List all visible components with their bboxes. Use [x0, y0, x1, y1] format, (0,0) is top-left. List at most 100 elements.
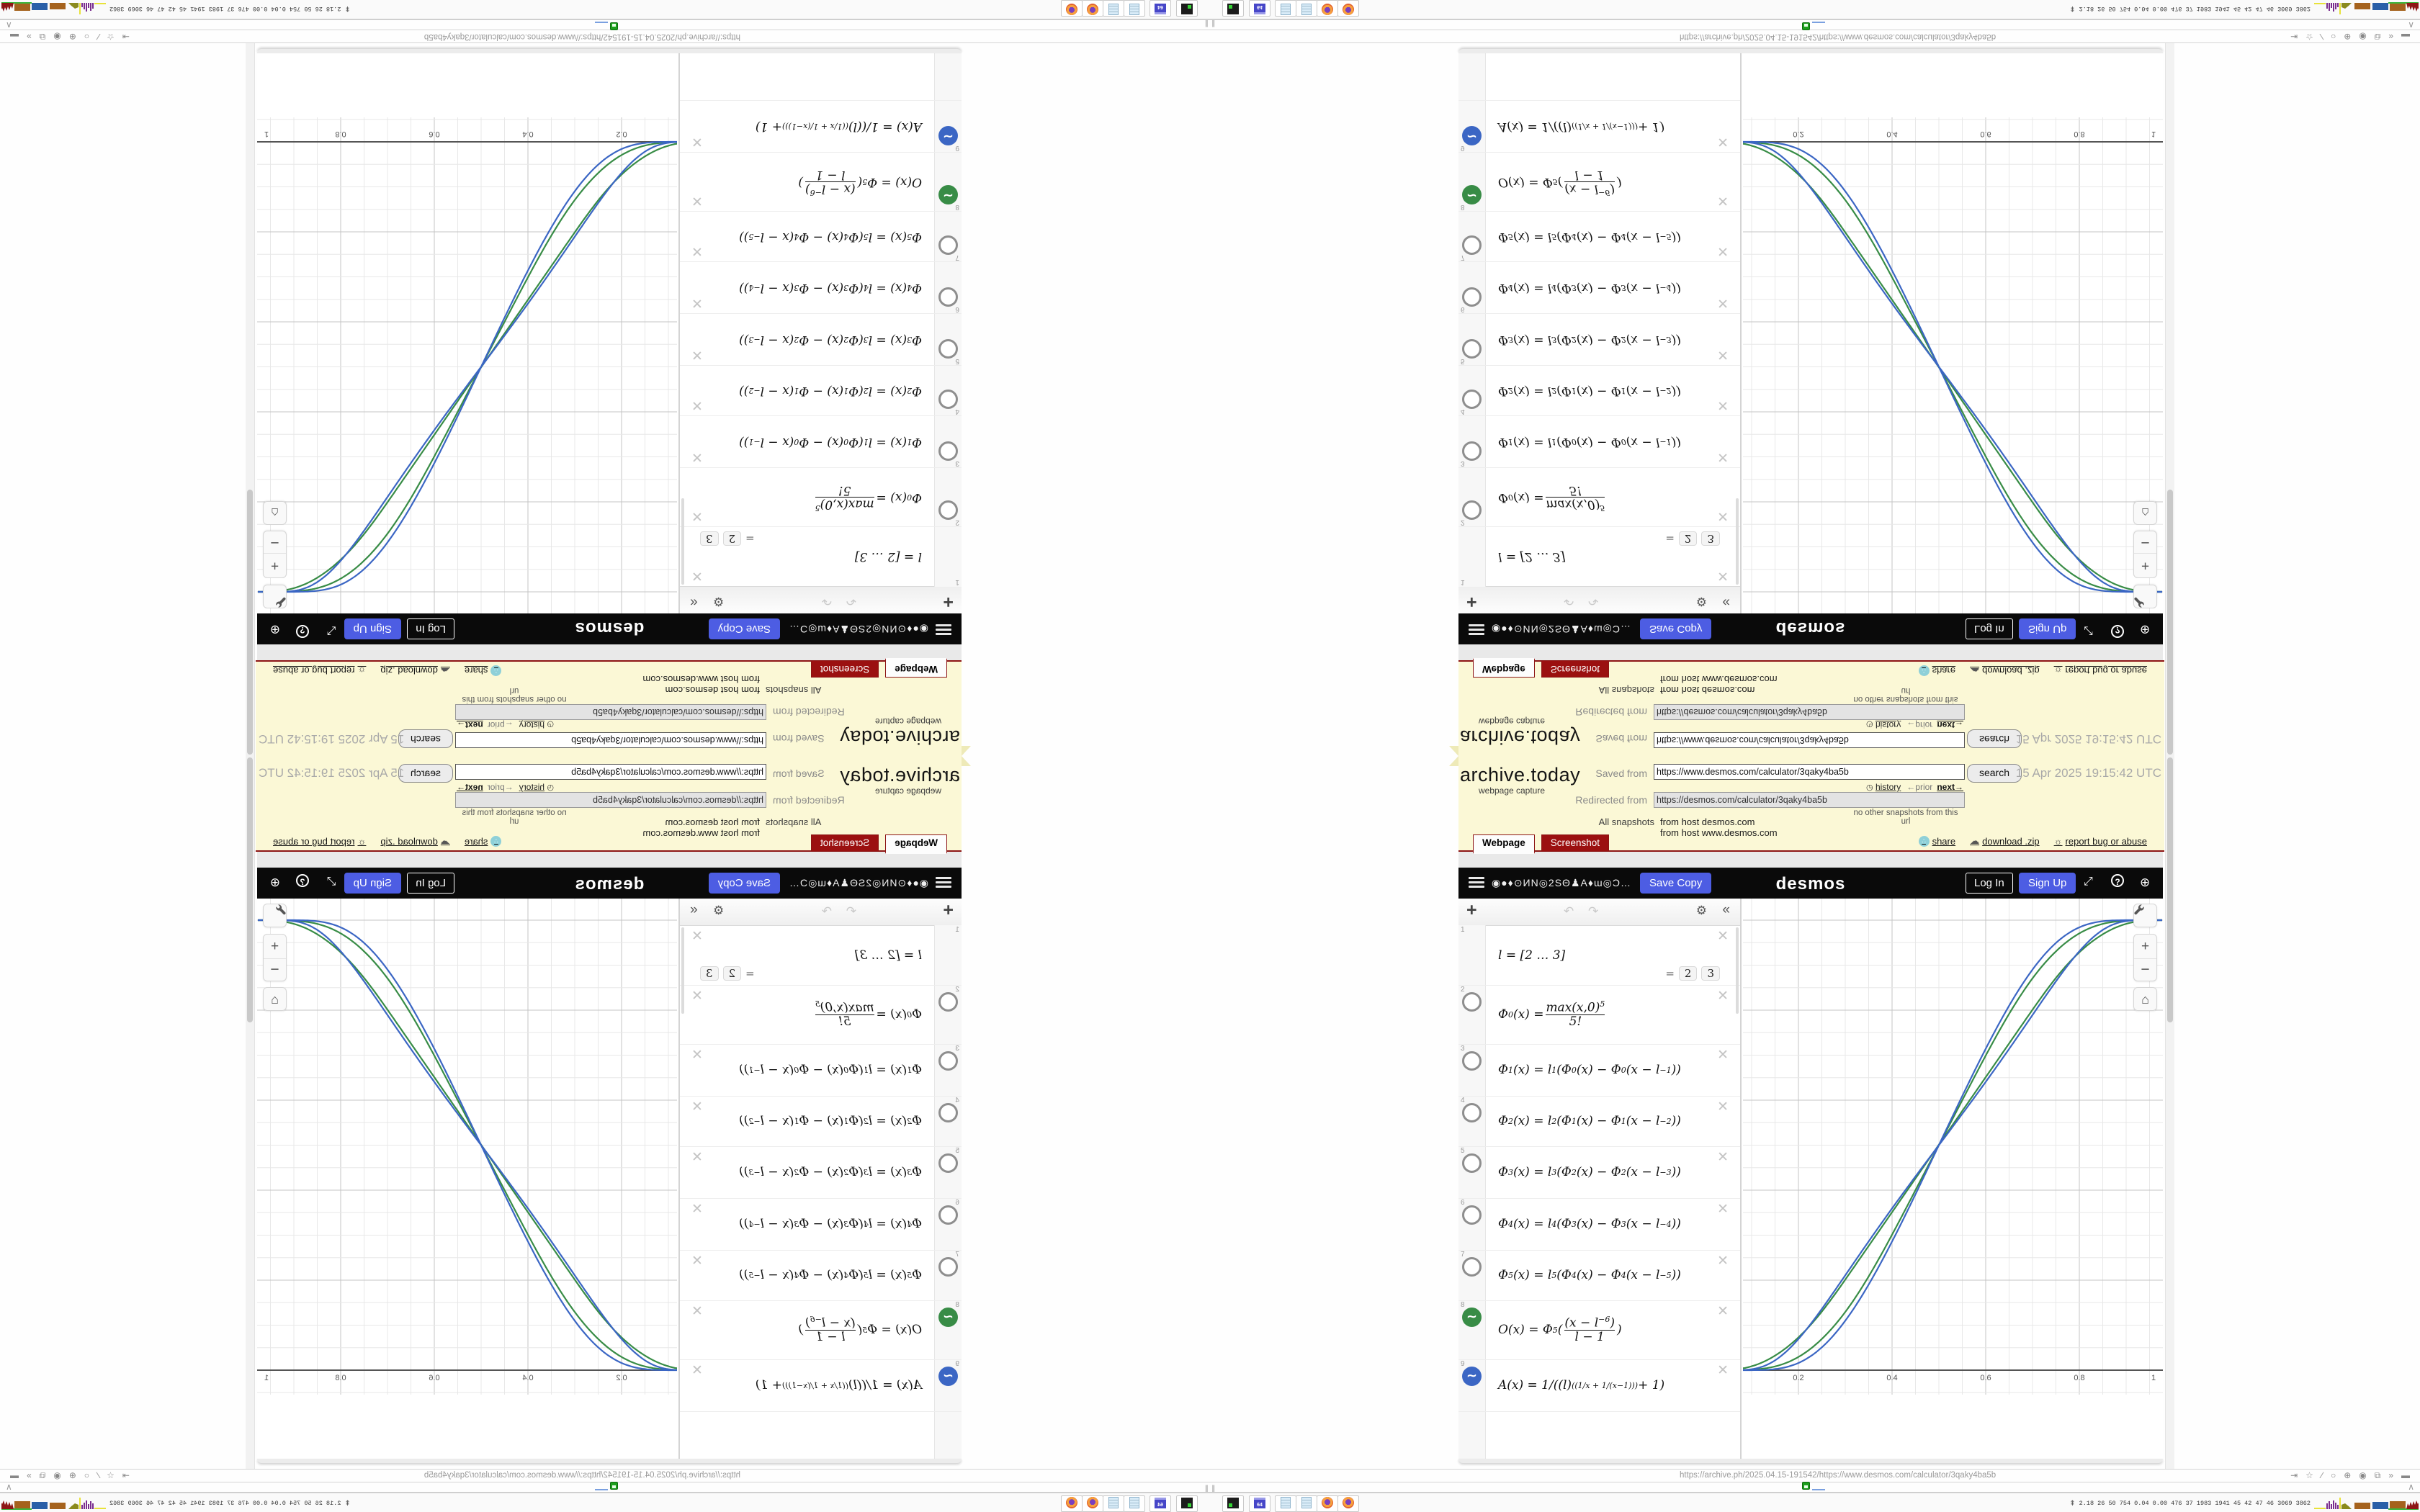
default-viewport-home-button[interactable]: ⌂ — [2133, 501, 2157, 525]
expression-row-2[interactable]: 2 Φ 0 (x) = max(x,0)5 5! ✕ — [680, 467, 962, 527]
expression-math[interactable]: Φ 0 (x) = max(x,0)5 5! — [1498, 999, 1605, 1030]
hidden-curve-toggle[interactable] — [938, 1153, 958, 1173]
history-link[interactable]: history — [1875, 720, 1901, 730]
browser-toolbar-icon[interactable]: ▬ — [2401, 1470, 2410, 1480]
hidden-curve-toggle[interactable] — [1462, 441, 1482, 461]
browser-toolbar-icon[interactable]: » — [27, 1470, 32, 1480]
expression-row-8[interactable]: 8 ∼ O(x) = Φ 5((x − l−6) l − 1) ✕ — [680, 152, 962, 212]
visible-curve-toggle-blue[interactable]: ∼ — [1462, 126, 1482, 145]
expression-row-7[interactable]: 7 Φ 5 (x) = l 5 (Φ 4 (x) − Φ 4 (x − l −5)) ✕ — [1458, 1250, 1740, 1301]
browser-toolbar-icon[interactable]: ☆ — [107, 32, 115, 42]
share-link[interactable]: ∴ share — [1918, 665, 1955, 677]
saved-url-input[interactable]: https://www.desmos.com/calculator/3qaky4… — [1654, 732, 1965, 748]
collapse-panel-icon[interactable]: « — [1722, 902, 1730, 917]
delete-expression-icon[interactable]: ✕ — [691, 1254, 703, 1269]
hidden-curve-toggle[interactable] — [1462, 1153, 1482, 1173]
taskbar-button-firefox[interactable] — [1061, 0, 1083, 17]
browser-toolbar-icon[interactable]: ⊕ — [2344, 1470, 2352, 1480]
hidden-curve-toggle[interactable] — [1462, 1205, 1482, 1225]
panel-drag-handle[interactable]: ∥ — [1211, 1485, 1216, 1493]
hidden-curve-toggle[interactable] — [1462, 1051, 1482, 1071]
tab-screenshot[interactable]: Screenshot — [810, 834, 879, 851]
add-expression-button[interactable]: + — [1466, 592, 1477, 612]
hidden-curve-toggle[interactable] — [1462, 992, 1482, 1012]
add-expression-button[interactable]: + — [1466, 900, 1477, 920]
expression-math[interactable]: Φ 5 (x) = l 5 (Φ 4 (x) − Φ 4 (x − l −5)) — [739, 230, 922, 244]
taskbar-button-notepad[interactable] — [1296, 0, 1317, 17]
visible-curve-toggle-green[interactable]: ∼ — [938, 1308, 958, 1327]
chevron-up-icon[interactable]: ∧ — [2408, 20, 2414, 30]
expression-row-6[interactable]: 6 Φ 4 (x) = l 4 (Φ 3 (x) − Φ 3 (x − l −4)) ✕ — [1458, 1198, 1740, 1251]
page-scrollbar-thumb[interactable] — [2167, 490, 2173, 755]
delete-expression-icon[interactable]: ✕ — [1717, 1304, 1729, 1319]
help-icon[interactable]: ? — [296, 625, 309, 638]
taskbar-button-notepad[interactable] — [1103, 1495, 1124, 1512]
host-link-1[interactable]: from host desmos.com — [1660, 816, 1755, 827]
delete-expression-icon[interactable]: ✕ — [691, 508, 703, 523]
expression-row-5[interactable]: 5 Φ 3 (x) = l 3 (Φ 2 (x) − Φ 2 (x − l −3)) ✕ — [1458, 1146, 1740, 1199]
taskbar-button-terminal[interactable] — [1222, 1495, 1244, 1512]
log-in-button[interactable]: Log In — [1966, 873, 2013, 894]
graph-canvas[interactable]: 0.2 0.4 0.6 0.8 1 + − ⌂ — [257, 117, 677, 613]
expression-row-9[interactable]: 9 ∼ A(x) = 1/((l) ((1/x + 1/(x−1))) + 1) ✕ — [680, 1359, 962, 1412]
visible-curve-toggle-green[interactable]: ∼ — [1462, 1308, 1482, 1327]
expression-row-3[interactable]: 3 Φ 1 (x) = l 1 (Φ 0 (x) − Φ 0 (x − l −1)) ✕ — [680, 1044, 962, 1097]
delete-expression-icon[interactable]: ✕ — [691, 347, 703, 362]
zoom-out-button[interactable]: − — [2141, 534, 2150, 551]
tab-webpage[interactable]: Webpage — [885, 658, 947, 678]
taskbar-button-firefox[interactable] — [1337, 1495, 1359, 1512]
edit-list-gear-icon[interactable]: ⚙ — [713, 595, 725, 608]
expression-row-2[interactable]: 2 Φ 0 (x) = max(x,0)5 5! ✕ — [1458, 985, 1740, 1045]
taskbar-button-notepad[interactable] — [1124, 0, 1145, 17]
redirected-url-input[interactable]: https://desmos.com/calculator/3qaky4ba5b — [1654, 704, 1965, 720]
undo-icon[interactable]: ↶ — [846, 904, 856, 918]
help-icon[interactable]: ? — [2111, 625, 2124, 638]
hidden-curve-toggle[interactable] — [1462, 339, 1482, 359]
graph-settings-wrench-button[interactable] — [263, 585, 287, 608]
taskbar-button-floppy-64[interactable]: 64 — [1150, 0, 1171, 17]
export-icon[interactable]: ⤢ — [2084, 876, 2093, 888]
tray-status-icon[interactable] — [1802, 22, 1810, 30]
expression-math[interactable]: Φ 1 (x) = l 1 (Φ 0 (x) − Φ 0 (x − l −1)) — [739, 435, 922, 449]
expression-row-7[interactable]: 7 Φ 5 (x) = l 5 (Φ 4 (x) − Φ 4 (x − l −5)) ✕ — [680, 1250, 962, 1301]
share-link[interactable]: ∴ share — [1918, 835, 1955, 847]
hidden-curve-toggle[interactable] — [1462, 1103, 1482, 1122]
expression-math[interactable]: Φ 1 (x) = l 1 (Φ 0 (x) − Φ 0 (x − l −1)) — [739, 1063, 922, 1077]
language-globe-icon[interactable]: ⊕ — [2140, 876, 2151, 889]
expression-math[interactable]: l = [2 … 3] — [854, 549, 922, 564]
collapse-panel-icon[interactable]: « — [690, 595, 698, 610]
taskbar-button-floppy-64[interactable]: 64 — [1249, 0, 1270, 17]
expression-row-8[interactable]: 8 ∼ O(x) = Φ 5((x − l−6) l − 1) ✕ — [1458, 152, 1740, 212]
default-viewport-home-button[interactable]: ⌂ — [263, 501, 287, 525]
expression-math[interactable]: A(x) = 1/((l) ((1/x + 1/(x−1))) + 1) — [755, 120, 922, 134]
graph-canvas[interactable]: 0.2 0.4 0.6 0.8 1 + − ⌂ — [257, 899, 677, 1395]
browser-toolbar-icon[interactable]: ☆ — [107, 1470, 115, 1480]
archive-logo[interactable]: archive.today — [839, 726, 960, 748]
download-zip-link[interactable]: ☁ download .zip — [380, 665, 450, 678]
delete-expression-icon[interactable]: ✕ — [1717, 508, 1729, 523]
page-scrollbar[interactable] — [2165, 43, 2174, 756]
expression-math[interactable]: Φ 2 (x) = l 2 (Φ 1 (x) − Φ 1 (x − l −2)) — [1498, 384, 1681, 398]
page-scrollbar[interactable] — [246, 756, 255, 1469]
expression-math[interactable]: Φ 2 (x) = l 2 (Φ 1 (x) − Φ 1 (x − l −2)) — [739, 384, 922, 398]
browser-toolbar-icon[interactable]: ▬ — [2401, 32, 2410, 42]
expression-row-4[interactable]: 4 Φ 2 (x) = l 2 (Φ 1 (x) − Φ 1 (x − l −2)) ✕ — [1458, 365, 1740, 416]
delete-expression-icon[interactable]: ✕ — [1717, 1150, 1729, 1165]
browser-toolbar-icon[interactable]: ◉ — [53, 32, 61, 42]
host-link-1[interactable]: from host desmos.com — [1660, 685, 1755, 696]
browser-toolbar-icon[interactable]: ⧉ — [39, 32, 46, 42]
redo-icon[interactable]: ↷ — [821, 904, 832, 918]
redirected-url-input[interactable]: https://desmos.com/calculator/3qaky4ba5b — [455, 792, 766, 808]
browser-toolbar-icon[interactable]: ◉ — [2359, 32, 2367, 42]
taskbar-button-notepad[interactable] — [1275, 1495, 1296, 1512]
browser-toolbar-icon[interactable]: ☆ — [2305, 1470, 2313, 1480]
expression-math[interactable]: O(x) = Φ 5((x − l−6) l − 1) — [798, 1314, 922, 1345]
hidden-curve-toggle[interactable] — [938, 1051, 958, 1071]
delete-expression-icon[interactable]: ✕ — [691, 397, 703, 413]
search-button[interactable]: search — [398, 764, 453, 783]
expression-math[interactable]: Φ 1 (x) = l 1 (Φ 0 (x) − Φ 0 (x − l −1)) — [1498, 435, 1681, 449]
expression-math[interactable]: Φ 4 (x) = l 4 (Φ 3 (x) − Φ 3 (x − l −4)) — [1498, 281, 1681, 295]
default-viewport-home-button[interactable]: ⌂ — [2133, 987, 2157, 1011]
